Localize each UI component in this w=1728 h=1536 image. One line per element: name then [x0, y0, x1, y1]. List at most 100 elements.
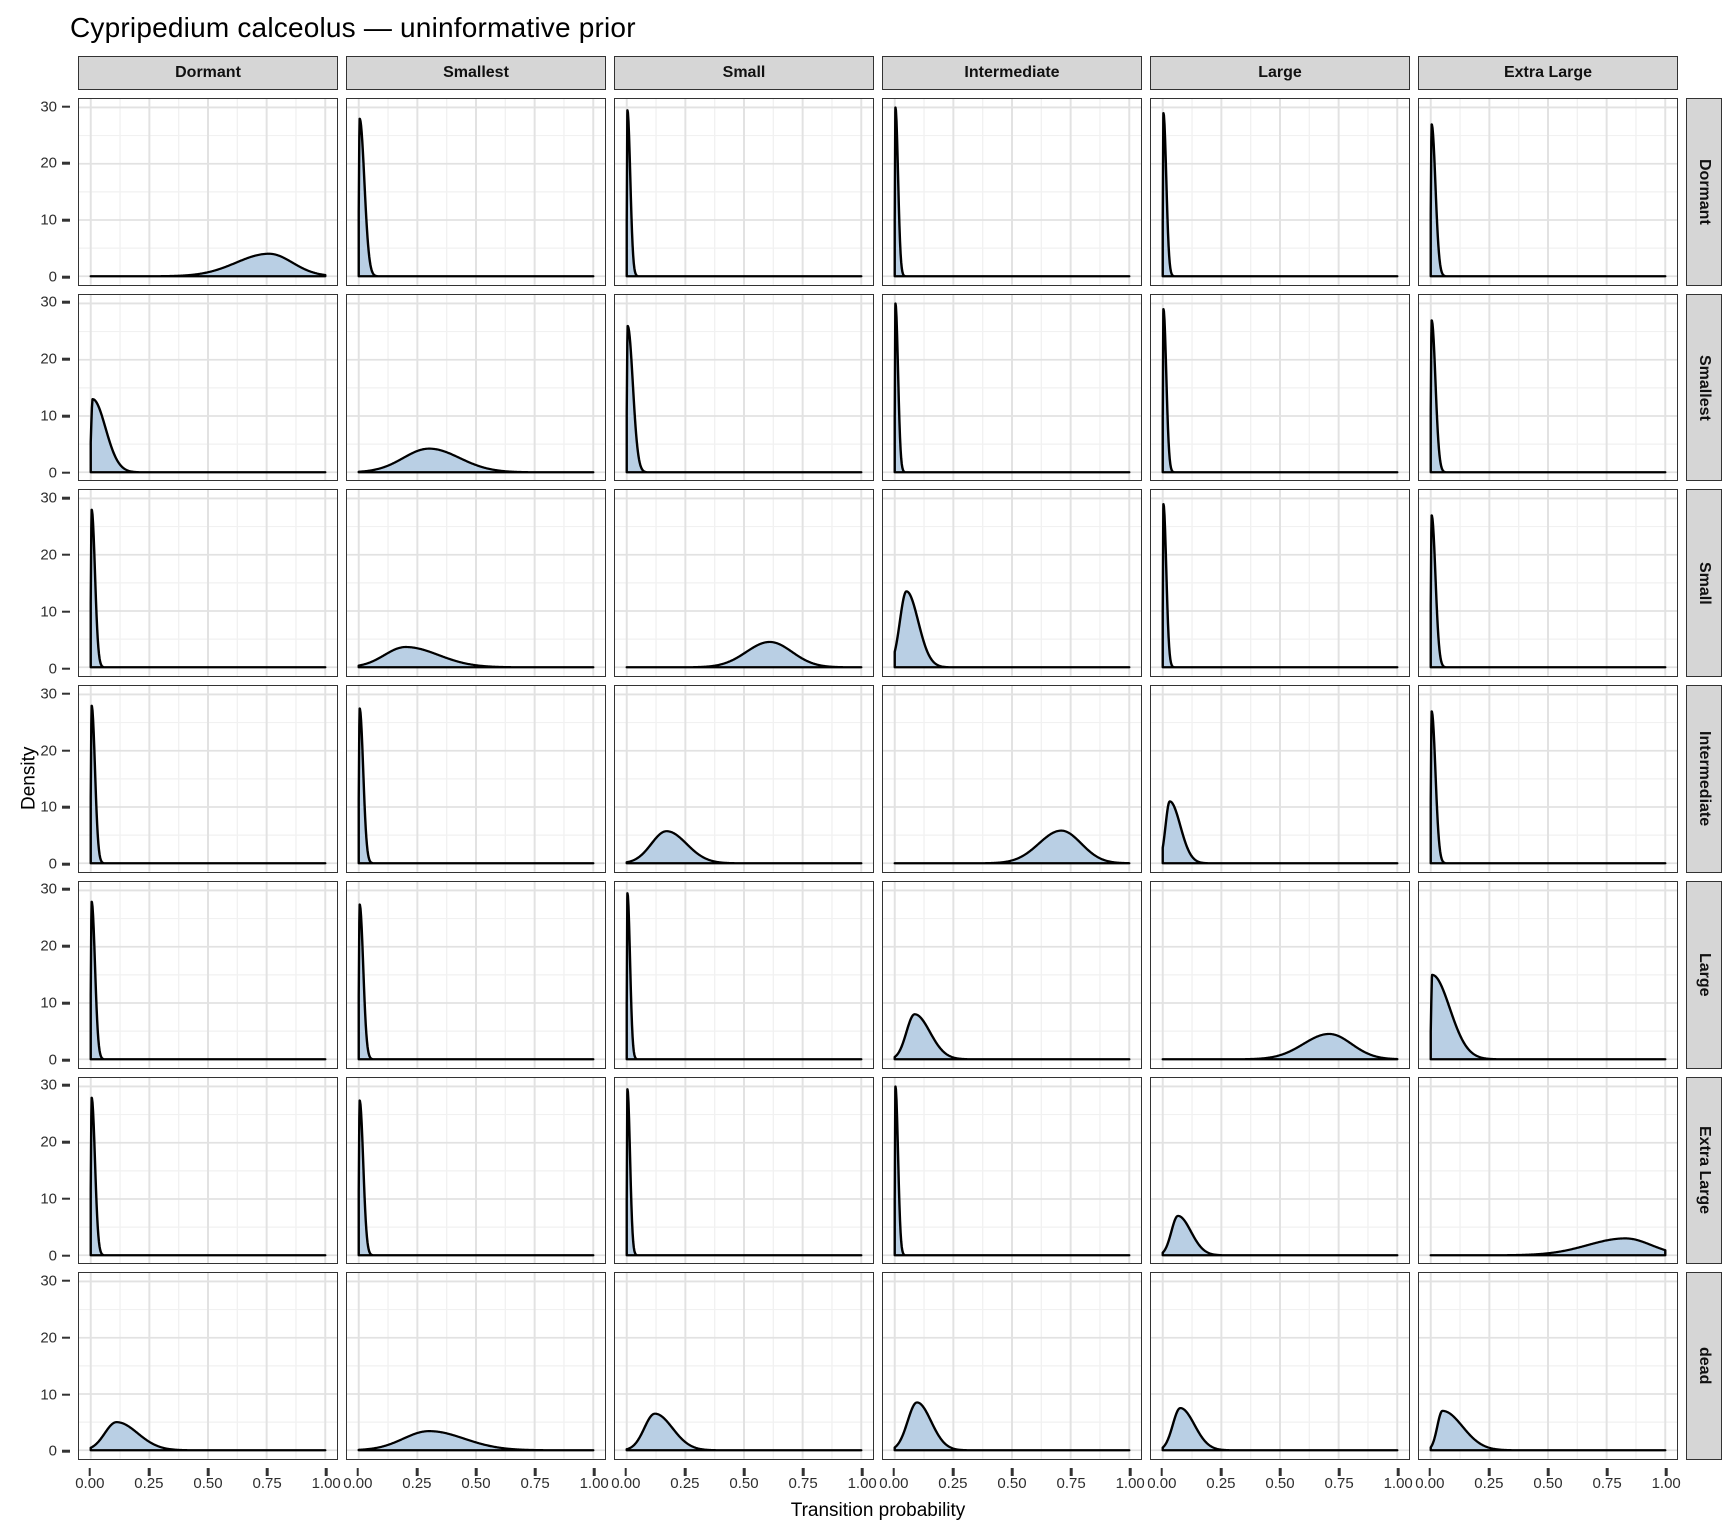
x-tick-label: 0.50 — [1533, 1474, 1563, 1492]
x-tick-label: 1.00 — [847, 1474, 877, 1492]
density-panel-dormant-to-large — [78, 880, 338, 1069]
y-axis-ticks: 0 10 20 30 — [6, 1077, 70, 1265]
density-panel-small-to-extra-large — [614, 1076, 874, 1265]
y-axis-ticks: 0 10 20 30 — [6, 685, 70, 873]
y-tick-mark — [62, 1393, 70, 1396]
x-tick-mark — [88, 1467, 92, 1476]
x-tick-mark — [324, 1467, 328, 1476]
x-tick-label: 1.00 — [1115, 1474, 1145, 1492]
chart-title: Cypripedium calceolus — uninformative pr… — [70, 12, 636, 43]
density-panel-extra-large-to-extra-large — [1418, 1076, 1678, 1265]
x-axis-title: Transition probability — [790, 1499, 966, 1521]
y-tick-mark — [62, 1058, 70, 1062]
x-tick-mark — [1010, 1467, 1014, 1476]
density-curve-svg — [883, 1077, 1141, 1264]
row-strip-extra-large: Extra Large — [1686, 1076, 1722, 1265]
y-tick-label: 10 — [40, 1386, 57, 1404]
y-tick-mark — [62, 863, 70, 866]
density-curve-svg — [1419, 1077, 1677, 1264]
x-tick-mark — [860, 1467, 864, 1476]
density-panel-large-to-extra-large — [1150, 1076, 1410, 1265]
y-tick-label: 0 — [48, 1442, 57, 1460]
column-strip-label: Extra Large — [1503, 64, 1593, 81]
y-tick-mark — [62, 1450, 70, 1453]
y-tick-label: 0 — [48, 464, 57, 482]
density-panel-smallest-to-intermediate — [346, 685, 606, 873]
x-tick-label: 0.25 — [938, 1474, 968, 1492]
x-tick-label: 0.75 — [788, 1474, 818, 1492]
density-panel-intermediate-to-small — [882, 489, 1142, 678]
x-tick-mark — [742, 1467, 746, 1476]
density-curve-svg — [615, 294, 873, 481]
density-panel-dormant-to-smallest — [78, 293, 338, 482]
x-tick-label: 0.00 — [879, 1474, 909, 1492]
density-panel-intermediate-to-dormant — [882, 98, 1142, 286]
density-panel-intermediate-to-extra-large — [882, 1076, 1142, 1265]
density-panel-extra-large-to-dormant — [1418, 98, 1678, 286]
x-tick-label: 0.25 — [1206, 1474, 1236, 1492]
x-tick-label: 0.50 — [193, 1474, 223, 1492]
column-strip-intermediate: Intermediate — [882, 56, 1142, 90]
density-curve-svg — [347, 490, 605, 677]
density-curve-svg — [1151, 490, 1409, 677]
density-panel-intermediate-to-large — [882, 880, 1142, 1069]
x-tick-mark — [801, 1467, 805, 1476]
y-tick-label: 30 — [40, 685, 57, 703]
y-axis-ticks: 0 10 20 30 — [6, 1272, 70, 1460]
x-tick-label: 0.25 — [1474, 1474, 1504, 1492]
density-curve-svg — [1419, 881, 1677, 1068]
y-tick-mark — [62, 888, 70, 891]
density-panel-dormant-to-small — [78, 489, 338, 678]
y-tick-label: 10 — [40, 407, 57, 425]
x-tick-mark — [592, 1467, 596, 1476]
y-tick-mark — [62, 414, 70, 418]
x-tick-mark — [1664, 1467, 1668, 1476]
x-axis-ticks: 0.00 0.25 0.50 0.75 1.00 — [611, 1467, 877, 1492]
x-tick-mark — [1428, 1467, 1432, 1476]
density-panel-small-to-dead — [614, 1272, 874, 1460]
x-tick-label: 0.75 — [1056, 1474, 1086, 1492]
density-curve-svg — [1419, 294, 1677, 481]
column-strip-label: Intermediate — [964, 64, 1060, 81]
density-panel-small-to-large — [614, 880, 874, 1069]
row-strip-label: Dormant — [1696, 158, 1713, 225]
y-tick-mark — [62, 471, 70, 475]
density-panel-large-to-large — [1150, 880, 1410, 1069]
density-curve-svg — [1151, 686, 1409, 872]
density-panel-large-to-intermediate — [1150, 685, 1410, 873]
x-tick-label: 0.00 — [611, 1474, 641, 1492]
y-tick-label: 30 — [40, 489, 57, 507]
density-panel-intermediate-to-intermediate — [882, 685, 1142, 873]
x-tick-mark — [1605, 1467, 1609, 1476]
row-strip-label: Large — [1696, 952, 1713, 997]
y-tick-label: 10 — [40, 211, 57, 229]
y-tick-label: 20 — [40, 154, 57, 172]
row-strip-dead: dead — [1686, 1272, 1722, 1460]
density-curve-svg — [347, 686, 605, 872]
density-curve-svg — [1419, 490, 1677, 677]
density-curve-svg — [1419, 686, 1677, 872]
density-curve-svg — [615, 99, 873, 285]
x-tick-label: 0.25 — [134, 1474, 164, 1492]
x-axis-spacer — [1686, 1468, 1722, 1490]
density-panel-dormant-to-intermediate — [78, 685, 338, 873]
x-tick-mark — [206, 1467, 210, 1476]
x-axis-ticks: 0.00 0.25 0.50 0.75 1.00 — [343, 1467, 609, 1492]
y-tick-mark — [62, 806, 70, 809]
y-axis-ticks: 0 10 20 30 — [6, 98, 70, 286]
y-axis-ticks: 0 10 20 30 — [6, 489, 70, 677]
density-panel-extra-large-to-small — [1418, 489, 1678, 678]
density-curve-svg — [615, 881, 873, 1068]
row-strip-smallest: Smallest — [1686, 293, 1722, 482]
row-strip-label: Small — [1696, 561, 1713, 605]
y-tick-mark — [62, 1336, 70, 1339]
density-panel-extra-large-to-smallest — [1418, 293, 1678, 482]
y-tick-mark — [62, 692, 70, 695]
column-strip-label: Large — [1258, 64, 1302, 81]
y-axis-ticks: 0 10 20 30 — [6, 881, 70, 1069]
x-tick-mark — [1128, 1467, 1132, 1476]
y-tick-label: 20 — [40, 742, 57, 760]
y-tick-mark — [62, 275, 70, 279]
x-tick-mark — [265, 1467, 269, 1476]
